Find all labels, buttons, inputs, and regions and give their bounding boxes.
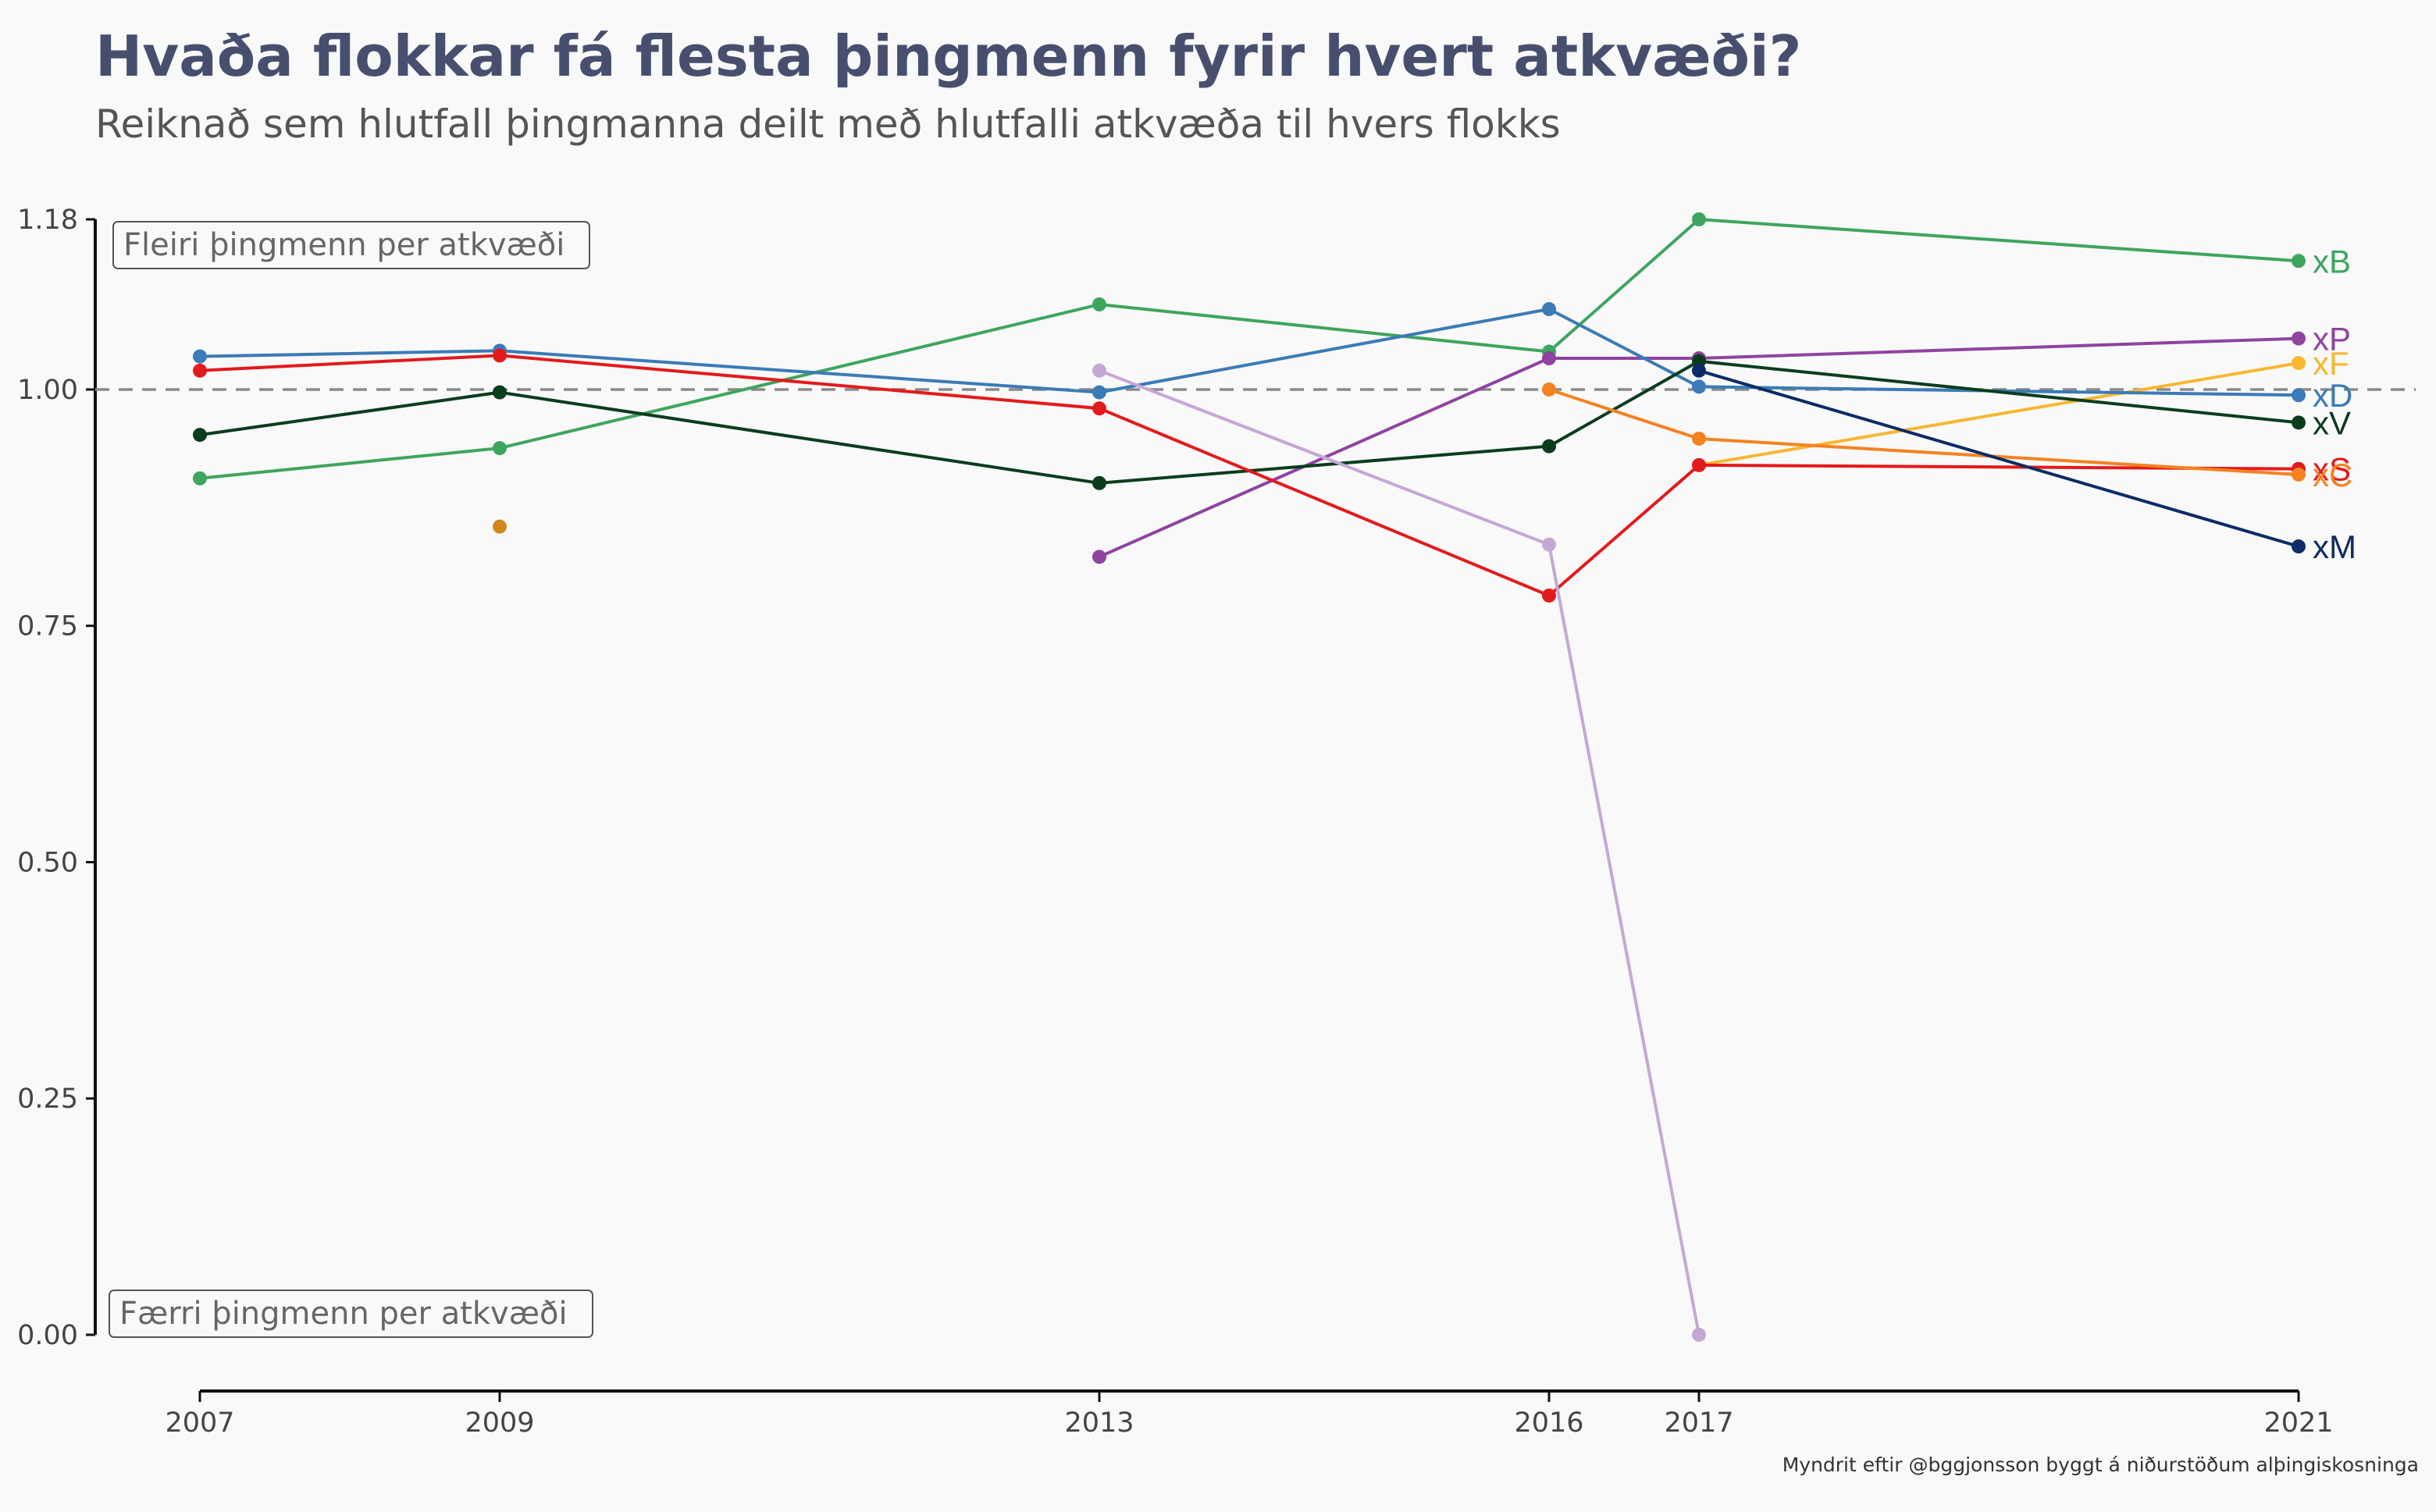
series-label: xM bbox=[2313, 528, 2356, 565]
annotation-top: Fleiri þingmenn per atkvæði bbox=[123, 227, 564, 263]
data-point bbox=[1692, 212, 1706, 226]
series-label: xF bbox=[2313, 345, 2349, 382]
data-point bbox=[1092, 363, 1106, 378]
data-point bbox=[1542, 382, 1556, 397]
data-point bbox=[1692, 1328, 1706, 1342]
data-point bbox=[493, 348, 507, 363]
x-tick-label: 2017 bbox=[1664, 1407, 1733, 1439]
series-line bbox=[1099, 368, 1701, 1336]
annotation-bottom: Færri þingmenn per atkvæði bbox=[119, 1296, 568, 1332]
series-unlabeled bbox=[1092, 363, 1706, 1342]
y-tick-label: 0.75 bbox=[17, 611, 78, 642]
data-point bbox=[193, 363, 207, 378]
data-point bbox=[1092, 475, 1106, 490]
y-tick-label: 1.18 bbox=[17, 205, 78, 236]
data-point bbox=[1092, 550, 1106, 564]
chart-caption: Myndrit eftir @bggjonsson byggt á niðurs… bbox=[1782, 1453, 2419, 1476]
x-tick-label: 2007 bbox=[165, 1407, 234, 1439]
data-point bbox=[1692, 379, 1706, 394]
chart-subtitle: Reiknað sem hlutfall þingmanna deilt með… bbox=[95, 101, 1561, 147]
series-unlabeled bbox=[493, 519, 507, 534]
data-point bbox=[1092, 385, 1106, 400]
series-line bbox=[1698, 361, 2299, 467]
data-point bbox=[1542, 588, 1556, 603]
data-point bbox=[2292, 356, 2306, 371]
data-point bbox=[2292, 331, 2306, 346]
data-point bbox=[2292, 467, 2306, 482]
data-point bbox=[2292, 254, 2306, 269]
annotation-group: Fleiri þingmenn per atkvæði Færri þingme… bbox=[109, 221, 593, 1338]
series-line bbox=[199, 359, 2299, 485]
series-xM bbox=[1692, 363, 2306, 554]
series-line bbox=[1698, 368, 2299, 548]
y-tick-label: 0.50 bbox=[17, 847, 78, 878]
data-point bbox=[1092, 297, 1106, 311]
data-point bbox=[493, 385, 507, 400]
x-tick-label: 2021 bbox=[2263, 1407, 2333, 1439]
series-line bbox=[199, 218, 2299, 480]
series-label: xC bbox=[2313, 457, 2352, 493]
x-tick-label: 2016 bbox=[1514, 1407, 1583, 1439]
data-point bbox=[2292, 388, 2306, 403]
data-point bbox=[493, 519, 507, 534]
series-xC bbox=[1542, 382, 2306, 482]
series-line bbox=[199, 308, 2299, 397]
series-line bbox=[199, 354, 2299, 597]
series-label: xP bbox=[2313, 321, 2351, 358]
data-point bbox=[493, 441, 507, 456]
series-label: xD bbox=[2313, 377, 2352, 414]
data-point bbox=[1542, 439, 1556, 454]
data-point bbox=[1542, 302, 1556, 317]
data-point bbox=[2292, 539, 2306, 554]
x-tick-label: 2009 bbox=[465, 1407, 534, 1439]
series-xS bbox=[193, 348, 2306, 603]
data-point bbox=[1542, 537, 1556, 552]
y-tick-label: 0.25 bbox=[17, 1083, 78, 1115]
annotation-top-box bbox=[112, 221, 590, 269]
data-point bbox=[193, 471, 207, 486]
data-point bbox=[1692, 363, 1706, 378]
data-point bbox=[1092, 401, 1106, 416]
data-point bbox=[2292, 415, 2306, 430]
series-label: xV bbox=[2313, 404, 2351, 441]
axes: 0.00 0.25 0.50 0.75 1.00 1.18 2007 2009 2013 2016… bbox=[17, 205, 2333, 1439]
y-tick-label: 1.00 bbox=[17, 375, 78, 406]
data-point bbox=[1692, 457, 1706, 472]
y-tick-label: 0.00 bbox=[17, 1320, 78, 1351]
data-point bbox=[193, 349, 207, 364]
chart-title: Hvaða flokkar fá flesta þingmenn fyrir h… bbox=[95, 23, 1802, 89]
series-label: xS bbox=[2313, 451, 2351, 488]
data-point bbox=[1542, 351, 1556, 366]
data-point bbox=[1692, 431, 1706, 446]
series-group bbox=[193, 212, 2306, 1342]
annotation-bottom-box bbox=[109, 1290, 593, 1338]
series-xD bbox=[193, 302, 2306, 403]
series-label: xB bbox=[2313, 243, 2351, 279]
series-xV bbox=[193, 354, 2306, 490]
series-line bbox=[1548, 388, 2299, 476]
x-tick-label: 2013 bbox=[1064, 1407, 1134, 1439]
data-point bbox=[193, 428, 207, 443]
